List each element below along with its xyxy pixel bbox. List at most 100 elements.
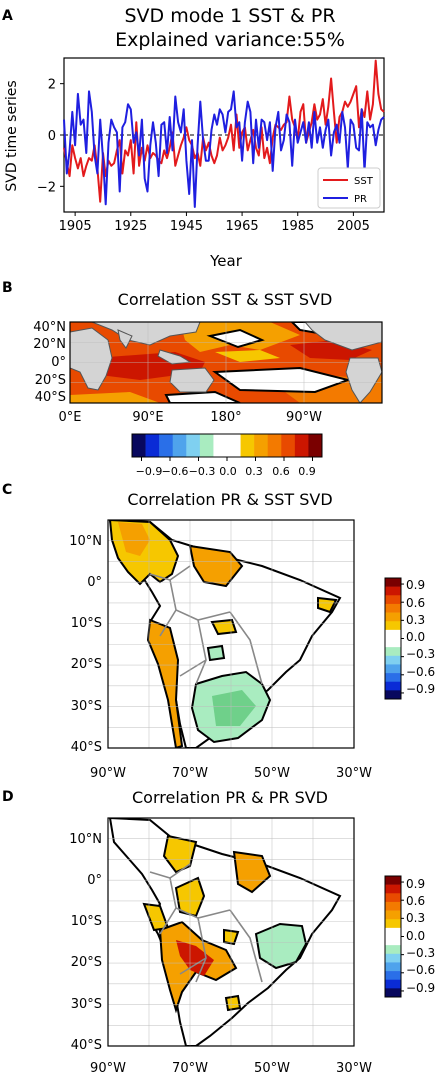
- x-tick-label: 2005: [337, 219, 370, 234]
- sst-map-lon-label: 90°W: [286, 410, 322, 425]
- panel-c: C Correlation PR & SST SVD 10°N 0° 10°S …: [2, 482, 435, 781]
- colorbar-cell: [281, 434, 296, 457]
- sst-map-lat-label: 40°S: [35, 390, 66, 405]
- colorbar-cell: [385, 979, 401, 989]
- pr-pr-lon-label: 30°W: [336, 1061, 372, 1076]
- legend-box: [317, 167, 381, 209]
- pr-pr-map-gridlines: [108, 818, 354, 1046]
- cbar-c-tick-label: 0.9: [406, 578, 425, 592]
- colorbar-cell: [385, 612, 401, 622]
- y-tick-label: 0: [48, 129, 56, 144]
- cbar-h-tick-label: −0.6: [162, 465, 189, 478]
- series-line-pr: [63, 90, 385, 208]
- sst-map-lat-label: 0°: [51, 355, 66, 370]
- x-tick-label: 1985: [281, 219, 314, 234]
- cbar-h-tick-label: 0.0: [219, 465, 237, 478]
- pr-pr-lat-label: 20°S: [71, 955, 102, 970]
- pr-sst-orange-andes: [146, 618, 184, 748]
- pr-pr-orange-guianas: [232, 850, 272, 894]
- cbar-c-tick-label: −0.3: [406, 647, 435, 661]
- colorbar-cell: [385, 647, 401, 657]
- pr-sst-lat-label: 20°S: [71, 657, 102, 672]
- colorbar-cell: [385, 927, 401, 937]
- colorbar-cell: [385, 901, 401, 911]
- pr-sst-orange-north-inner: [118, 522, 150, 556]
- pr-pr-map-frame: [107, 817, 355, 1047]
- pr-sst-orange-guianas: [188, 544, 244, 588]
- vertical-colorbar-c: [384, 577, 404, 700]
- pr-sst-lon-label: 50°W: [254, 766, 290, 781]
- sst-map-lat-labels: 40°N 20°N 0° 20°S 40°S: [33, 320, 66, 405]
- sst-map-lon-label: 0°E: [59, 410, 82, 425]
- pr-sst-map: [108, 520, 354, 748]
- pr-pr-lat-label: 10°N: [69, 832, 102, 847]
- pr-pr-lat-label: 10°S: [71, 914, 102, 929]
- pr-sst-lat-label: 0°: [87, 575, 102, 590]
- panel-d-letter: D: [2, 789, 14, 805]
- colorbar-cell: [172, 434, 187, 457]
- india-land: [117, 329, 133, 349]
- x-tick-label: 1945: [170, 219, 203, 234]
- pr-sst-map-lat-labels: 10°N 0° 10°S 20°S 30°S 40°S: [69, 534, 102, 755]
- pr-pr-lat-label: 0°: [87, 873, 102, 888]
- australia-land: [169, 367, 215, 393]
- pr-pr-map-lon-labels: 90°W 70°W 50°W 30°W: [90, 1061, 372, 1076]
- horizontal-colorbar-labels: −0.9 −0.6 −0.3 0.0 0.3 0.6 0.9: [136, 465, 316, 478]
- horizontal-colorbar: [131, 433, 323, 461]
- sst-map-lat-label: 20°S: [35, 373, 66, 388]
- sst-field-white-1: [212, 366, 352, 394]
- time-series-axes: 1905 1925 1945 1965 1985 2005 −2 0 2: [37, 57, 385, 234]
- colorbar-cell: [240, 434, 255, 457]
- panel-b-title: Correlation SST & SST SVD: [118, 290, 333, 309]
- cbar-c-tick-label: −0.6: [406, 665, 435, 679]
- pr-pr-orange-south: [224, 994, 242, 1012]
- cbar-d-tick-label: −0.3: [406, 946, 435, 960]
- pr-pr-green-east: [254, 922, 308, 970]
- colorbar-cell: [385, 673, 401, 683]
- pr-sst-map-frame: [107, 519, 355, 749]
- sst-map: [70, 322, 382, 403]
- colorbar-cell: [385, 919, 401, 929]
- legend-label-pr: PR: [354, 194, 367, 205]
- pr-sst-lat-label: 40°S: [71, 740, 102, 755]
- x-tick-label: 1905: [59, 219, 92, 234]
- cbar-d-tick-label: 0.3: [406, 911, 425, 925]
- cbar-d-tick-label: 0.0: [406, 929, 425, 943]
- panel-a-title-line2: Explained variance:55%: [115, 29, 345, 51]
- sst-map-lat-label: 40°N: [33, 320, 66, 335]
- pr-pr-lon-label: 70°W: [172, 1061, 208, 1076]
- sst-field-orange-3: [70, 392, 160, 403]
- colorbar-cell: [385, 681, 401, 691]
- pr-pr-lon-label: 50°W: [254, 1061, 290, 1076]
- panel-a-ylabel: SVD time series: [4, 80, 20, 191]
- panel-a: A SVD mode 1 SST & PR Explained variance…: [2, 5, 385, 270]
- sst-field-white-2: [206, 328, 265, 349]
- sst-map-lon-labels: 0°E 90°E 180° 90°W: [59, 410, 323, 425]
- colorbar-cell: [254, 434, 269, 457]
- cbar-d-tick-label: 0.6: [406, 894, 425, 908]
- eurasia-land: [91, 322, 201, 346]
- pr-pr-lon-label: 90°W: [90, 1061, 126, 1076]
- y-tick-label: 2: [48, 78, 56, 93]
- colorbar-cell: [267, 434, 282, 457]
- pr-sst-lat-label: 10°S: [71, 616, 102, 631]
- colorbar-cell: [385, 876, 401, 885]
- sst-map-lon-label: 90°E: [132, 410, 163, 425]
- colorbar-cell: [385, 962, 401, 972]
- colorbar-cell: [145, 434, 160, 457]
- pr-sst-lat-label: 10°N: [69, 534, 102, 549]
- pr-sst-map-lon-labels: 90°W 70°W 50°W 30°W: [90, 766, 372, 781]
- sst-map-lat-label: 20°N: [33, 337, 66, 352]
- colorbar-cell: [308, 434, 323, 457]
- panel-c-title: Correlation PR & SST SVD: [127, 490, 332, 509]
- colorbar-cell: [385, 586, 401, 596]
- pr-pr-map-lat-labels: 10°N 0° 10°S 20°S 30°S 40°S: [69, 832, 102, 1053]
- colorbar-cell: [385, 578, 401, 587]
- pr-pr-lat-label: 30°S: [71, 997, 102, 1012]
- pr-sst-green-small: [206, 644, 226, 662]
- sst-field-white-4: [164, 390, 241, 403]
- colorbar-cell: [385, 621, 401, 631]
- pr-sst-lon-label: 70°W: [172, 766, 208, 781]
- country-borders: [149, 565, 263, 685]
